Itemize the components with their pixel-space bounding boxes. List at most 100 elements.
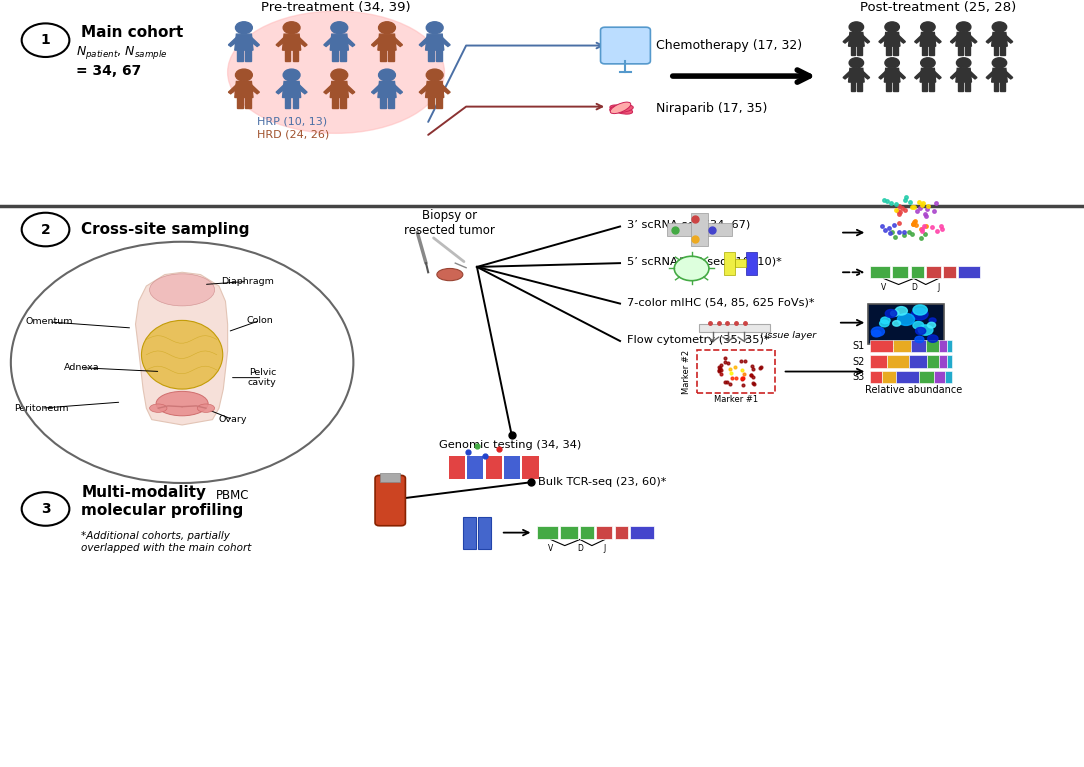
Circle shape	[912, 308, 928, 320]
FancyBboxPatch shape	[928, 355, 939, 367]
Polygon shape	[380, 97, 386, 108]
Text: Omentum: Omentum	[25, 318, 73, 327]
Polygon shape	[440, 84, 450, 94]
Text: *Additional cohorts, partially
overlapped with the main cohort: *Additional cohorts, partially overlappe…	[81, 531, 251, 552]
Circle shape	[378, 21, 396, 34]
Text: Relative abundance: Relative abundance	[865, 385, 963, 395]
Ellipse shape	[610, 105, 633, 114]
FancyBboxPatch shape	[911, 341, 926, 353]
Polygon shape	[879, 71, 888, 79]
Ellipse shape	[150, 404, 167, 413]
FancyBboxPatch shape	[478, 517, 491, 548]
Circle shape	[956, 58, 971, 68]
Polygon shape	[283, 34, 300, 50]
Polygon shape	[896, 35, 905, 43]
Text: Cross-site sampling: Cross-site sampling	[81, 222, 249, 237]
Text: 3: 3	[41, 502, 50, 516]
Ellipse shape	[156, 391, 208, 416]
FancyBboxPatch shape	[615, 525, 628, 539]
Text: Peritoneum: Peritoneum	[14, 403, 68, 413]
Polygon shape	[885, 32, 900, 46]
Text: PBMC: PBMC	[217, 489, 249, 502]
Polygon shape	[237, 50, 243, 61]
FancyBboxPatch shape	[870, 370, 881, 383]
FancyBboxPatch shape	[870, 266, 890, 278]
Polygon shape	[843, 35, 852, 43]
Circle shape	[849, 58, 864, 68]
Circle shape	[872, 331, 881, 337]
Text: D: D	[911, 283, 917, 292]
Polygon shape	[388, 50, 393, 61]
FancyBboxPatch shape	[909, 355, 928, 367]
Polygon shape	[958, 46, 963, 55]
Circle shape	[22, 24, 69, 57]
Text: Post-treatment (25, 28): Post-treatment (25, 28)	[860, 1, 1016, 14]
FancyBboxPatch shape	[901, 343, 912, 348]
Polygon shape	[915, 71, 924, 79]
Text: Tissue layer: Tissue layer	[759, 331, 816, 340]
FancyBboxPatch shape	[596, 525, 612, 539]
Polygon shape	[968, 35, 977, 43]
Text: 5’ scRNA/TCR-seq (10, 10)*: 5’ scRNA/TCR-seq (10, 10)*	[627, 257, 782, 267]
FancyBboxPatch shape	[889, 347, 924, 350]
Polygon shape	[849, 68, 864, 82]
Polygon shape	[965, 46, 969, 55]
Circle shape	[849, 22, 864, 32]
Polygon shape	[426, 34, 443, 50]
Polygon shape	[428, 97, 434, 108]
Polygon shape	[1004, 71, 1012, 79]
Polygon shape	[324, 84, 334, 94]
FancyBboxPatch shape	[691, 213, 708, 245]
Polygon shape	[340, 97, 346, 108]
Circle shape	[992, 22, 1007, 32]
Circle shape	[992, 58, 1007, 68]
FancyBboxPatch shape	[893, 341, 911, 353]
Text: Chemotherapy (17, 32): Chemotherapy (17, 32)	[656, 39, 802, 52]
Circle shape	[913, 305, 927, 315]
FancyBboxPatch shape	[926, 266, 941, 278]
FancyBboxPatch shape	[380, 473, 400, 482]
Text: V: V	[549, 544, 553, 553]
Polygon shape	[885, 68, 900, 82]
Polygon shape	[929, 46, 933, 55]
Polygon shape	[249, 38, 259, 47]
Circle shape	[283, 69, 300, 81]
Polygon shape	[378, 81, 396, 97]
Polygon shape	[276, 84, 286, 94]
Text: Genomic testing (34, 34): Genomic testing (34, 34)	[439, 439, 581, 449]
Text: 1: 1	[41, 33, 50, 48]
Polygon shape	[893, 82, 898, 91]
FancyBboxPatch shape	[881, 370, 896, 383]
Circle shape	[891, 311, 899, 316]
Polygon shape	[237, 97, 243, 108]
Polygon shape	[893, 46, 898, 55]
Circle shape	[378, 69, 396, 81]
Polygon shape	[136, 272, 228, 425]
Text: Flow cytometry (35, 35)*: Flow cytometry (35, 35)*	[627, 335, 769, 345]
Polygon shape	[249, 84, 259, 94]
Polygon shape	[345, 38, 354, 47]
Ellipse shape	[141, 321, 223, 389]
Polygon shape	[285, 97, 291, 108]
Polygon shape	[372, 38, 382, 47]
FancyBboxPatch shape	[630, 525, 654, 539]
FancyBboxPatch shape	[537, 525, 558, 539]
Text: Adnexa: Adnexa	[64, 364, 99, 372]
Polygon shape	[915, 35, 924, 43]
Circle shape	[928, 322, 935, 328]
Polygon shape	[879, 35, 888, 43]
Polygon shape	[932, 35, 941, 43]
FancyBboxPatch shape	[947, 341, 952, 353]
Ellipse shape	[609, 104, 633, 113]
FancyBboxPatch shape	[947, 355, 952, 367]
Polygon shape	[929, 82, 933, 91]
FancyBboxPatch shape	[896, 370, 919, 383]
Polygon shape	[994, 82, 998, 91]
Text: Pelvic
cavity: Pelvic cavity	[248, 368, 276, 387]
FancyBboxPatch shape	[926, 341, 939, 353]
Polygon shape	[235, 34, 253, 50]
Text: HRP (10, 13): HRP (10, 13)	[257, 117, 327, 127]
FancyBboxPatch shape	[933, 370, 945, 383]
FancyBboxPatch shape	[919, 370, 933, 383]
Text: Biopsy or
resected tumor: Biopsy or resected tumor	[404, 209, 495, 238]
